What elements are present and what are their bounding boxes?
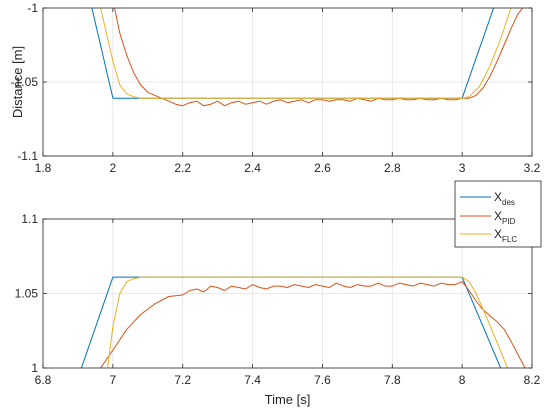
legend-entry-flc: XFLC: [460, 227, 517, 244]
y-tick-label: 1.05: [15, 287, 39, 301]
y-tick-label: 1: [31, 361, 38, 375]
series-line-pid: [100, 281, 526, 368]
x-tick-label: 7: [110, 373, 117, 387]
x-tick-label: 1.8: [35, 161, 52, 175]
x-tick-label: 3: [459, 161, 466, 175]
legend-entry-des: Xdes: [460, 190, 515, 207]
x-tick-label: 2: [110, 161, 117, 175]
x-tick-label: 2.4: [244, 161, 261, 175]
legend-label-pid: XPID: [494, 209, 516, 226]
x-tick-label: 2.2: [174, 161, 191, 175]
series-group: [80, 276, 526, 368]
series-group: [91, 8, 524, 107]
x-tick-label: 2.6: [314, 161, 331, 175]
x-tick-label: 3.2: [524, 161, 541, 175]
legend-label-des: Xdes: [494, 190, 515, 207]
top-chart: 1.8 2 2.2 2.4 2.6 2.8 3 3.2 -1.1 -1.05 -1 Distance …: [10, 1, 541, 175]
series-line-flc: [107, 276, 509, 368]
x-tick-label: 7.4: [244, 373, 261, 387]
legend: Xdes XPID XFLC: [454, 180, 542, 248]
series-line-flc: [100, 8, 512, 99]
y-axis-label: Distance [m]: [10, 46, 25, 118]
legend-label-flc: XFLC: [494, 227, 517, 244]
y-tick-label: -1.05: [11, 75, 39, 89]
x-tick-label: 8: [459, 373, 466, 387]
legend-entry-pid: XPID: [460, 209, 516, 226]
x-tick-label: 7.6: [314, 373, 331, 387]
x-tick-label: 7.8: [384, 373, 401, 387]
x-tick-label: 2.8: [384, 161, 401, 175]
x-tick-label: 8.2: [524, 373, 541, 387]
legend-box: [454, 180, 542, 248]
x-axis-label: Time [s]: [265, 392, 311, 407]
y-tick-label: -1.1: [17, 149, 38, 163]
series-line-pid: [114, 8, 524, 107]
y-tick-label: 1.1: [21, 212, 38, 226]
bottom-chart: 6.8 7 7.2 7.4 7.6 7.8 8 8.2 1 1.05 1.1 Time [s]: [15, 212, 541, 407]
x-tick-label: 6.8: [35, 373, 52, 387]
x-tick-label: 7.2: [174, 373, 191, 387]
y-tick-label: -1: [27, 1, 38, 15]
